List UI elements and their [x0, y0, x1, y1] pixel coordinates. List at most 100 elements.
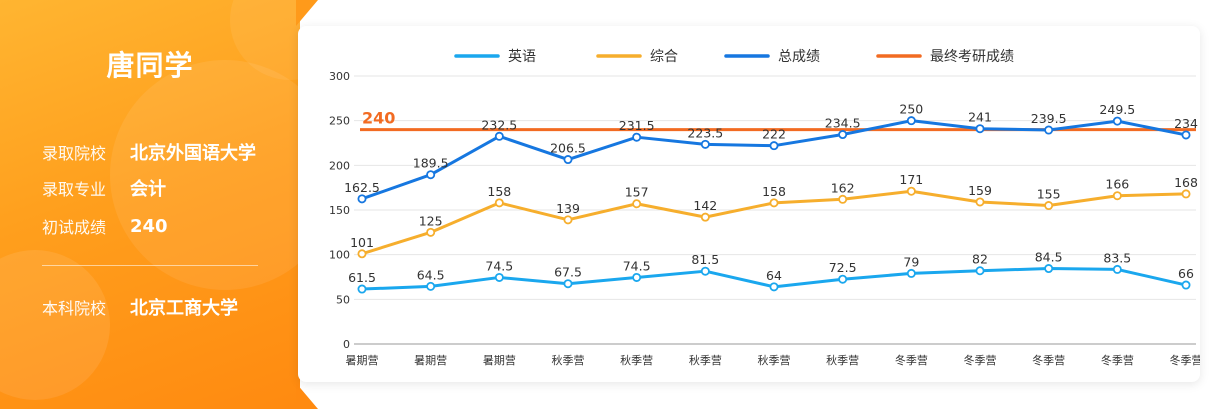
data-point [906, 268, 916, 278]
decor-circle [0, 250, 110, 400]
y-tick-label: 100 [329, 249, 350, 262]
data-point [357, 284, 367, 294]
info-row-undergrad: 本科院校 北京工商大学 [42, 294, 238, 320]
data-point [769, 282, 779, 292]
data-label: 64 [766, 268, 782, 283]
data-point [494, 198, 504, 208]
x-tick-label: 秋季营 [689, 353, 722, 367]
legend-label: 总成绩 [778, 49, 820, 65]
data-point [563, 155, 573, 165]
data-label: 158 [762, 184, 786, 199]
data-label: 61.5 [348, 270, 376, 285]
info-value: 北京工商大学 [130, 298, 238, 319]
data-point [1044, 264, 1054, 274]
data-label: 83.5 [1103, 250, 1131, 265]
data-point [838, 274, 848, 284]
data-label: 66 [1178, 266, 1194, 281]
data-label: 67.5 [554, 265, 582, 280]
data-label: 157 [625, 185, 649, 200]
x-tick-label: 暑期营 [346, 353, 379, 367]
data-label: 206.5 [550, 141, 586, 156]
data-point [838, 194, 848, 204]
data-label: 159 [968, 183, 992, 198]
data-label: 162 [831, 180, 855, 195]
data-label: 249.5 [1099, 102, 1135, 117]
data-label: 232.5 [481, 117, 517, 132]
info-label: 录取院校 [42, 144, 107, 163]
data-label: 223.5 [687, 125, 723, 140]
info-value: 北京外国语大学 [130, 143, 256, 164]
data-label: 168 [1174, 175, 1198, 190]
data-point [700, 139, 710, 149]
x-tick-label: 冬季营 [964, 353, 997, 367]
info-row-school: 录取院校 北京外国语大学 [42, 139, 256, 165]
data-label: 155 [1037, 187, 1061, 202]
data-point [975, 266, 985, 276]
x-tick-label: 冬季营 [1101, 353, 1134, 367]
data-point [975, 197, 985, 207]
info-label: 本科院校 [42, 299, 107, 318]
y-tick-label: 300 [329, 70, 350, 83]
data-label: 231.5 [619, 118, 655, 133]
data-point [769, 198, 779, 208]
data-point [1044, 125, 1054, 135]
data-label: 234.5 [825, 116, 861, 131]
data-label: 74.5 [623, 258, 651, 273]
y-tick-label: 250 [329, 115, 350, 128]
x-tick-label: 暑期营 [414, 353, 447, 367]
data-point [1112, 264, 1122, 274]
data-point [769, 141, 779, 151]
data-label: 241 [968, 110, 992, 125]
data-point [494, 272, 504, 282]
data-label: 222 [762, 127, 786, 142]
data-point [357, 194, 367, 204]
data-label: 158 [487, 184, 511, 199]
data-label: 139 [556, 201, 580, 216]
data-label: 72.5 [829, 260, 857, 275]
data-point [1044, 201, 1054, 211]
data-point [700, 266, 710, 276]
data-label: 101 [350, 235, 374, 250]
x-tick-label: 冬季营 [1032, 353, 1065, 367]
info-row-score: 初试成绩 240 [42, 213, 168, 239]
data-label: 250 [899, 102, 923, 117]
info-value: 240 [130, 215, 168, 237]
x-tick-label: 冬季营 [1170, 353, 1201, 367]
data-point [975, 124, 985, 134]
panel-notch [296, 383, 318, 409]
data-label: 64.5 [417, 267, 445, 282]
divider [42, 265, 258, 266]
data-point [1181, 280, 1191, 290]
data-point [357, 249, 367, 259]
student-name: 唐同学 [106, 49, 194, 82]
data-label: 82 [972, 252, 988, 267]
data-point [838, 130, 848, 140]
data-point [426, 227, 436, 237]
info-value: 会计 [130, 179, 166, 200]
legend-label: 英语 [508, 48, 536, 65]
data-label: 81.5 [691, 252, 719, 267]
legend-label: 最终考研成绩 [930, 49, 1014, 65]
data-label: 74.5 [485, 258, 513, 273]
x-tick-label: 秋季营 [826, 353, 859, 367]
data-point [426, 170, 436, 180]
chart-card: 0 50 100 150 200 250 300 暑期营 暑期营 暑期营 秋季营 秋季营 秋季营 秋季营 秋… [298, 26, 1200, 382]
data-point [632, 132, 642, 142]
data-point [906, 116, 916, 126]
data-point [700, 212, 710, 222]
data-point [563, 215, 573, 225]
data-point [1181, 130, 1191, 140]
x-tick-label: 秋季营 [758, 353, 791, 367]
student-panel: 唐同学 录取院校 北京外国语大学 录取专业 会计 初试成绩 240 本科院校 北… [0, 0, 300, 409]
data-label: 166 [1105, 177, 1129, 192]
data-point [563, 279, 573, 289]
data-point [1181, 189, 1191, 199]
data-point [426, 281, 436, 291]
data-point [632, 199, 642, 209]
decor-circle [110, 60, 300, 290]
data-label: 142 [693, 198, 717, 213]
data-point [632, 272, 642, 282]
score-line-chart: 0 50 100 150 200 250 300 暑期营 暑期营 暑期营 秋季营 秋季营 秋季营 秋季营 秋… [329, 48, 1201, 367]
data-point [494, 131, 504, 141]
x-tick-label: 暑期营 [483, 353, 516, 367]
